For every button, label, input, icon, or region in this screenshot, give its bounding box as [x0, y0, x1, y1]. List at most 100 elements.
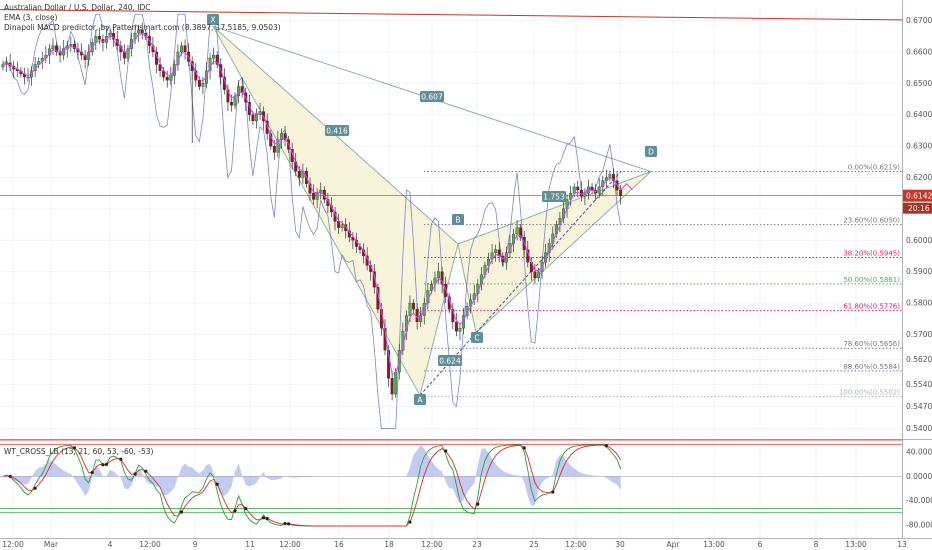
candle — [137, 29, 141, 34]
pattern-xab-fill — [213, 26, 458, 396]
candle — [340, 224, 344, 228]
candle — [212, 54, 216, 59]
candle — [237, 86, 241, 97]
pattern-dashed-CD — [475, 171, 622, 334]
ema-polyline — [2, 33, 622, 375]
candle — [344, 224, 348, 231]
candle — [201, 83, 205, 87]
price-tick: 0.5400 — [906, 424, 932, 433]
candle — [197, 80, 201, 87]
pattern-leg-BC — [457, 243, 477, 333]
point-label-x: X — [210, 16, 215, 25]
ratio-label-bg — [325, 125, 349, 136]
candle — [572, 186, 576, 194]
fib-label: 38.20%(0.5945) — [843, 250, 900, 258]
ema-legend[interactable]: EMA (3, close) — [4, 13, 58, 22]
last-price-label: 0.6142 — [906, 192, 932, 201]
cross-dot — [476, 502, 480, 506]
ratio-label: 0.624 — [439, 357, 461, 366]
cross-dot — [522, 446, 526, 450]
price-tick: 0.5700 — [906, 330, 932, 339]
fib-label: 61.80%(0.5776) — [843, 303, 900, 311]
candle — [72, 43, 76, 49]
indicator-legend[interactable]: WT_CROSS_LB (13, 21, 60, 53, -60, -53) — [4, 447, 154, 456]
point-label-c-bg — [471, 332, 483, 343]
ema-projection — [620, 183, 633, 191]
fib-retracement: 0.00%(0.6219) 23.60%(0.6050) 38.20%(0.5945… — [0, 164, 902, 398]
candle — [558, 218, 562, 225]
candle — [590, 186, 594, 191]
cross-dot — [144, 469, 148, 473]
candle — [58, 51, 62, 56]
candle — [180, 45, 183, 53]
candle — [265, 120, 269, 134]
time-tick: 12:00 — [279, 540, 301, 549]
pattern-leg-BD — [457, 171, 652, 245]
indicator-tick: 40.0000 — [906, 448, 932, 457]
cross-dot — [244, 506, 248, 511]
time-axis: 12:00 Mar 4 12:00 9 11 12:00 16 18 12:00 23 25 12:00… — [2, 540, 907, 549]
candle — [337, 221, 341, 228]
candle — [280, 133, 283, 140]
price-axis: 0.6700 0.6600 0.6500 0.6400 0.6300 0.6200 0.61… — [903, 16, 932, 433]
candle — [415, 309, 419, 323]
candle — [537, 271, 540, 279]
fib-label: 100.00%(0.5502) — [839, 389, 900, 397]
candle — [276, 139, 280, 153]
indicator-tick: -80.0000 — [906, 520, 932, 529]
candle — [390, 378, 394, 395]
candle — [26, 76, 30, 79]
pattern-leg-CD — [475, 171, 652, 334]
candle — [394, 371, 398, 395]
cross-dot — [90, 470, 94, 475]
candle — [87, 51, 91, 60]
time-tick: 4 — [108, 540, 113, 549]
price-tick: 0.5540 — [906, 380, 932, 389]
time-tick: 12:00 — [421, 540, 443, 549]
candle — [608, 174, 612, 178]
chart-legend: Australian Dollar / U.S. Dollar, 240, ID… — [4, 3, 281, 33]
cross-dot — [233, 509, 237, 513]
macd-legend[interactable]: Dinapoli MACD predictor, by Patternsmart… — [4, 23, 281, 32]
candle — [297, 171, 301, 178]
candle — [408, 302, 412, 316]
candle — [69, 43, 73, 46]
candle — [454, 321, 458, 332]
candle — [494, 249, 498, 253]
candle — [315, 193, 319, 200]
candle — [283, 133, 287, 140]
pattern-labels: X A B C D 0.607 0.416 1.753 0.624 — [207, 14, 657, 405]
cross-dot — [551, 490, 555, 494]
time-tick: 13 — [897, 540, 907, 549]
cross-dot — [101, 463, 105, 467]
candle — [508, 243, 512, 253]
cross-dot — [287, 522, 291, 526]
price-tick: 0.6200 — [906, 173, 932, 182]
price-tick: 0.6600 — [906, 47, 932, 56]
point-label-b-bg — [452, 214, 464, 225]
candle — [429, 284, 433, 291]
candle — [165, 76, 169, 81]
candle — [458, 327, 462, 332]
candle — [183, 45, 187, 53]
time-tick: 11 — [245, 540, 255, 549]
fib-label: 23.60%(0.6050) — [843, 217, 900, 225]
price-tick: 0.6400 — [906, 110, 932, 119]
price-tick: 0.5900 — [906, 267, 932, 276]
cross-dot — [119, 457, 123, 461]
candle — [515, 227, 519, 235]
point-label-c: C — [474, 334, 479, 343]
candle — [255, 114, 258, 122]
top-trendline — [0, 9, 903, 21]
time-tick: 30 — [615, 540, 625, 549]
candle — [519, 227, 523, 238]
candle — [233, 95, 237, 106]
symbol-title[interactable]: Australian Dollar / U.S. Dollar, 240, ID… — [4, 3, 151, 12]
harmonic-pattern — [212, 25, 652, 396]
price-tick: 0.5470 — [906, 402, 932, 411]
ratio-label: 1.753 — [543, 193, 565, 202]
candle — [533, 271, 537, 279]
candle — [612, 174, 615, 181]
candle — [55, 45, 58, 53]
